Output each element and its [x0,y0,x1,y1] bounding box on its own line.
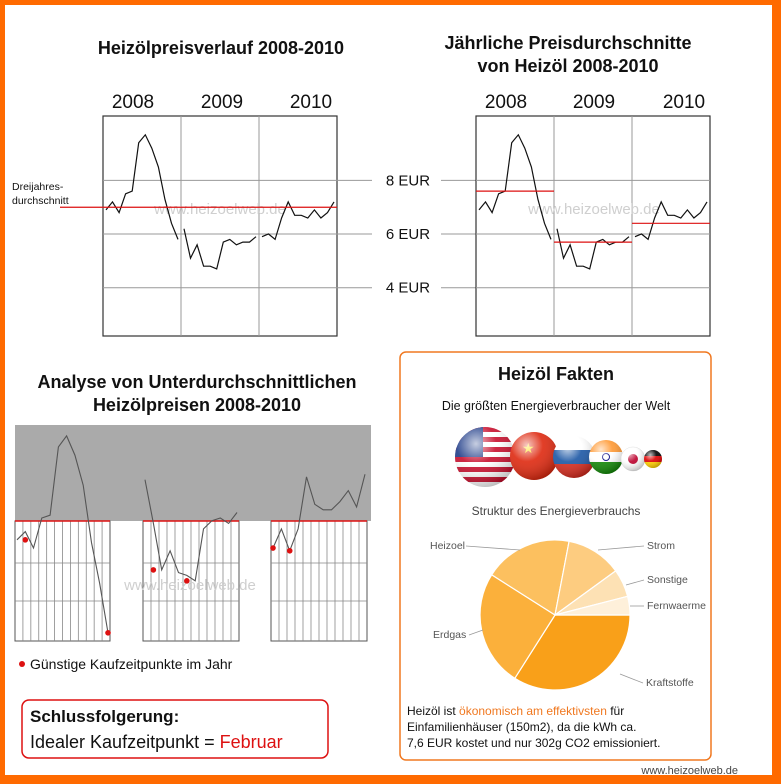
pie-leader-line [625,579,645,586]
left-year-2008: 2008 [112,92,154,113]
energy-pie-labels: Kraftstoffe Erdgas Heizoel Strom Sonstige Fer… [430,540,706,689]
left-year-2009: 2009 [201,92,243,113]
legend-red-dot [19,661,25,667]
pie-leader-line [597,545,645,551]
average-label-line1: Dreijahres- [12,181,64,193]
average-label-line2: durchschnitt [12,195,69,207]
y-tick-label-4: 4 EUR [386,280,430,297]
analysis-price-lines [16,434,366,633]
legend-text: Günstige Kaufzeitpunkte im Jahr [30,656,233,672]
price-line-2010 [634,200,708,241]
facts-text-line2: Einfamilienhäuser (150m2), da die kWh ca… [407,720,636,734]
right-chart-title-line2: von Heizöl 2008-2010 [477,56,658,76]
y-tick-label-6: 6 EUR [386,226,430,243]
india-flag [589,440,623,474]
pie-label-erdgas: Erdgas [433,629,466,641]
pie-slice-heizoel [490,539,570,616]
shared-y-axis: 8 EUR 6 EUR 4 EUR [337,172,476,297]
cheap-point-2008 [105,629,111,636]
price-line-2008 [478,133,552,240]
analysis-panels [14,520,368,642]
conclusion-highlight: Februar [220,732,283,752]
facts-text-highlight: ökonomisch am effektivsten [459,704,607,718]
conclusion-box [21,699,329,759]
price-line-2010 [261,200,335,241]
pie-label-kraftstoffe: Kraftstoffe [646,677,694,689]
usa-flag [455,427,515,487]
right-chart-title-line1: Jährliche Preisdurchschnitte [444,33,691,53]
pie-label-fernwaerme: Fernwaerme [647,600,706,612]
right-year-2010: 2010 [663,92,705,113]
analysis-line-2010 [272,474,366,553]
cheap-point-2009 [184,578,190,584]
pie-slice-erdgas [479,573,556,680]
left-plot-frame [102,115,338,337]
y-tick-label-8: 8 EUR [386,172,430,189]
above-average-band [15,425,371,521]
cheap-point-2010 [270,545,276,551]
facts-text-prefix: Heizöl ist [407,704,459,718]
pie-leader-line [465,545,521,551]
left-chart-title: Heizölpreisverlauf 2008-2010 [98,38,344,58]
left-watermark: www.heizoelweb.de [153,201,286,218]
left-plot-grid [103,116,337,336]
conclusion-text-prefix: Idealer Kaufzeitpunkt = [30,732,220,752]
right-watermark: www.heizoelweb.de [527,201,660,218]
price-line-2008 [105,133,179,240]
analysis-line-2008 [16,434,109,633]
right-plot-frame [475,115,711,337]
facts-subtitle: Die größten Energieverbraucher der Welt [442,399,671,413]
conclusion-text: Idealer Kaufzeitpunkt = Februar [30,732,283,752]
price-line-2009 [183,228,257,270]
analysis-title-line2: Heizölpreisen 2008-2010 [93,395,301,415]
cheap-point-2008 [22,537,29,543]
pie-leader-line [619,673,644,684]
left-year-2010: 2010 [290,92,332,113]
japan-flag [620,446,646,472]
facts-text-line1: Heizöl ist ökonomisch am effektivsten fü… [407,704,624,718]
right-plot-grid [476,116,710,336]
russia-flag [553,436,595,478]
infographic-frame: Heizölpreisverlauf 2008-2010 2008 2009 2… [5,5,772,775]
cheapest-points [22,537,293,636]
cheap-point-2009 [150,567,157,573]
analysis-title-line1: Analyse von Unterdurchschnittlichen [37,372,356,392]
conclusion-heading: Schlussfolgerung: [30,707,179,726]
right-year-2009: 2009 [573,92,615,113]
pie-label-strom: Strom [647,540,675,552]
pie-label-heizoel: Heizoel [430,540,465,552]
left-price-lines [105,133,335,270]
pie-label-sonstige: Sonstige [647,574,688,586]
right-year-2008: 2008 [485,92,527,113]
yearly-average-lines [476,190,710,243]
cheap-point-2010 [286,547,293,554]
footer-url: www.heizoelweb.de [640,765,738,775]
facts-text-suffix: für [607,704,624,718]
germany-flag [644,450,662,468]
facts-title: Heizöl Fakten [498,364,614,384]
energy-pie-chart [479,539,631,691]
china-flag: ★ [510,432,558,480]
pie-title: Struktur des Energieverbrauchs [472,504,641,518]
infographic-canvas: Heizölpreisverlauf 2008-2010 2008 2009 2… [12,33,738,775]
analysis-watermark: www.heizoelweb.de [123,577,256,594]
pie-slice-fernwaerme [554,595,631,616]
facts-text-line3: 7,6 EUR kostet und nur 302g CO2 emission… [407,736,660,750]
pie-leader-line [468,629,484,636]
analysis-line-2009 [144,479,238,582]
